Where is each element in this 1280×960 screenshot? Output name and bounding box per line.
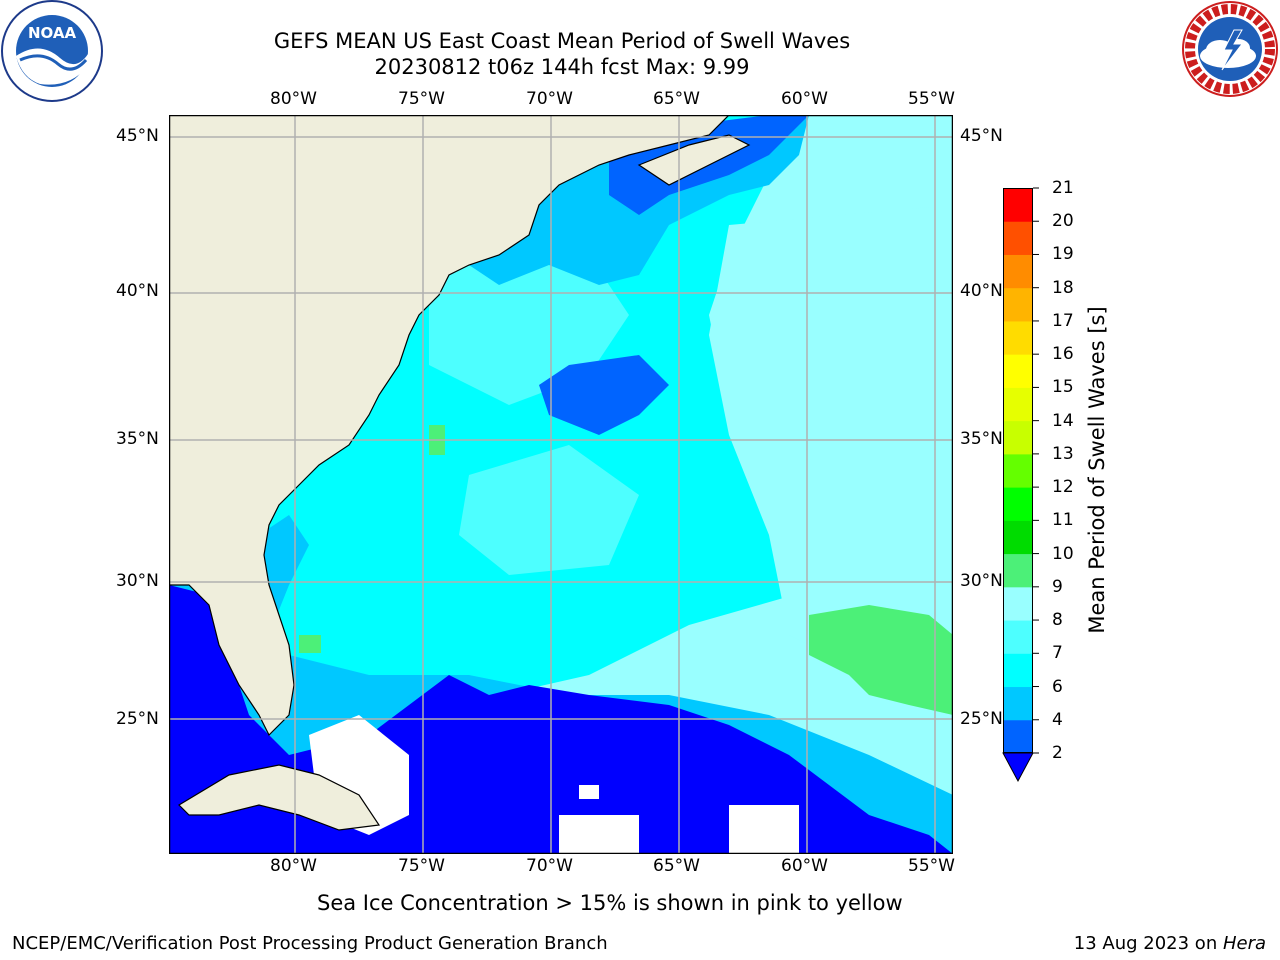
colorbar-tick-label: 19 [1052,244,1074,265]
land-cuba [178,764,381,831]
date-prefix: 13 Aug 2023 on [1073,933,1223,954]
noaa-logo-text: NOAA [28,24,77,42]
colorbar-tick-label: 8 [1052,610,1063,631]
colorbar-frame [1003,188,1033,753]
colorbar-tick-label: 10 [1052,543,1074,564]
lat-label-left-35n: 35°N [116,429,159,449]
lat-label-left-30n: 30°N [116,571,159,591]
lat-label-right-30n: 30°N [960,571,1003,591]
map-frame [168,114,954,855]
colorbar-segment [1003,387,1033,422]
colorbar-tick-label: 4 [1052,709,1063,730]
lat-label-right-25n: 25°N [960,709,1003,729]
colorbar-tick-label: 14 [1052,410,1074,431]
colorbar-tick-label: 17 [1052,310,1074,331]
map-svg [168,114,954,855]
lon-label-top-70w: 70°W [526,89,573,109]
sea-ice-note: Sea Ice Concentration > 15% is shown in … [317,891,903,915]
swell-band-lightblue-east [709,205,953,715]
lon-label-bottom-70w: 70°W [526,856,573,876]
date-machine: Hera [1222,933,1266,954]
swell-green-spot-2 [299,635,321,653]
colorbar-segment [1003,453,1033,488]
colorbar-label: Mean Period of Swell Waves [s] [1085,306,1109,634]
colorbar-tick-label: 18 [1052,277,1074,298]
nodata-patch-3 [579,785,599,799]
credit-text: NCEP/EMC/Verification Post Processing Pr… [12,933,608,954]
colorbar-segment [1003,620,1033,654]
swell-blue-central [539,355,669,435]
lon-label-top-75w: 75°W [398,89,445,109]
colorbar-under-extension [1002,752,1034,783]
colorbar-tick-label: 9 [1052,576,1063,597]
lon-label-top-55w: 55°W [908,89,955,109]
colorbar-segment [1003,520,1033,555]
colorbar-tick-label: 13 [1052,443,1074,464]
lat-label-left-25n: 25°N [116,709,159,729]
map-title: GEFS MEAN US East Coast Mean Period of S… [162,28,962,80]
lon-label-bottom-65w: 65°W [653,856,700,876]
colorbar-tick-label: 15 [1052,377,1074,398]
colorbar-ticks: 2 4 6 7 8 9 10 11 12 13 14 15 16 17 18 19 20 21 [1040,178,1080,770]
date-text: 13 Aug 2023 on Hera [1074,933,1266,954]
nodata-patch-2 [729,805,799,854]
colorbar-segment [1003,553,1033,588]
lon-label-top-60w: 60°W [781,89,828,109]
lat-label-left-40n: 40°N [116,281,159,301]
lat-label-right-35n: 35°N [960,429,1003,449]
colorbar-segment [1003,287,1033,322]
colorbar-tick-label: 7 [1052,643,1063,664]
colorbar-segment [1003,354,1033,388]
land-north-america [169,115,730,737]
colorbar-tick-label: 11 [1052,510,1074,531]
nws-logo [1180,0,1280,100]
noaa-logo: NOAA [0,0,104,104]
map-panel [168,114,954,855]
swell-band-cyan [169,115,829,735]
colorbar-segment [1003,686,1033,721]
lat-label-right-45n: 45°N [960,126,1003,146]
colorbar-segment [1003,420,1033,455]
lat-label-right-40n: 40°N [960,281,1003,301]
colorbar [1002,187,1039,784]
nodata-patch-1 [559,815,639,854]
colorbar-tick-label: 16 [1052,344,1074,365]
title-line-1: GEFS MEAN US East Coast Mean Period of S… [273,29,851,53]
lon-label-bottom-75w: 75°W [398,856,445,876]
lon-label-top-65w: 65°W [653,89,700,109]
colorbar-segment [1003,653,1033,688]
lon-label-bottom-80w: 80°W [270,856,317,876]
swell-green-east [809,605,953,715]
swell-band-cyan-2 [429,235,629,405]
swell-band-cyan-3 [459,445,639,575]
colorbar-tick-label: 20 [1052,211,1074,232]
land-nova-scotia [637,134,751,186]
colorbar-segment [1003,188,1033,222]
colorbar-segment [1003,221,1033,255]
colorbar-segment [1003,254,1033,289]
lon-label-top-80w: 80°W [270,89,317,109]
colorbar-segment [1003,487,1033,521]
lon-label-bottom-60w: 60°W [781,856,828,876]
graticule [169,115,953,854]
lon-label-bottom-55w: 55°W [908,856,955,876]
colorbar-tick-label: 21 [1052,178,1074,198]
colorbar-tick-label: 6 [1052,676,1063,697]
colorbar-tick-label: 12 [1052,477,1074,498]
colorbar-tick-label: 2 [1052,743,1063,763]
colorbar-segment [1003,320,1033,355]
title-line-2: 20230812 t06z 144h fcst Max: 9.99 [374,55,750,79]
colorbar-segment [1003,586,1033,621]
lat-label-left-45n: 45°N [116,126,159,146]
colorbar-svg [1002,187,1039,783]
colorbar-segment [1003,719,1033,754]
